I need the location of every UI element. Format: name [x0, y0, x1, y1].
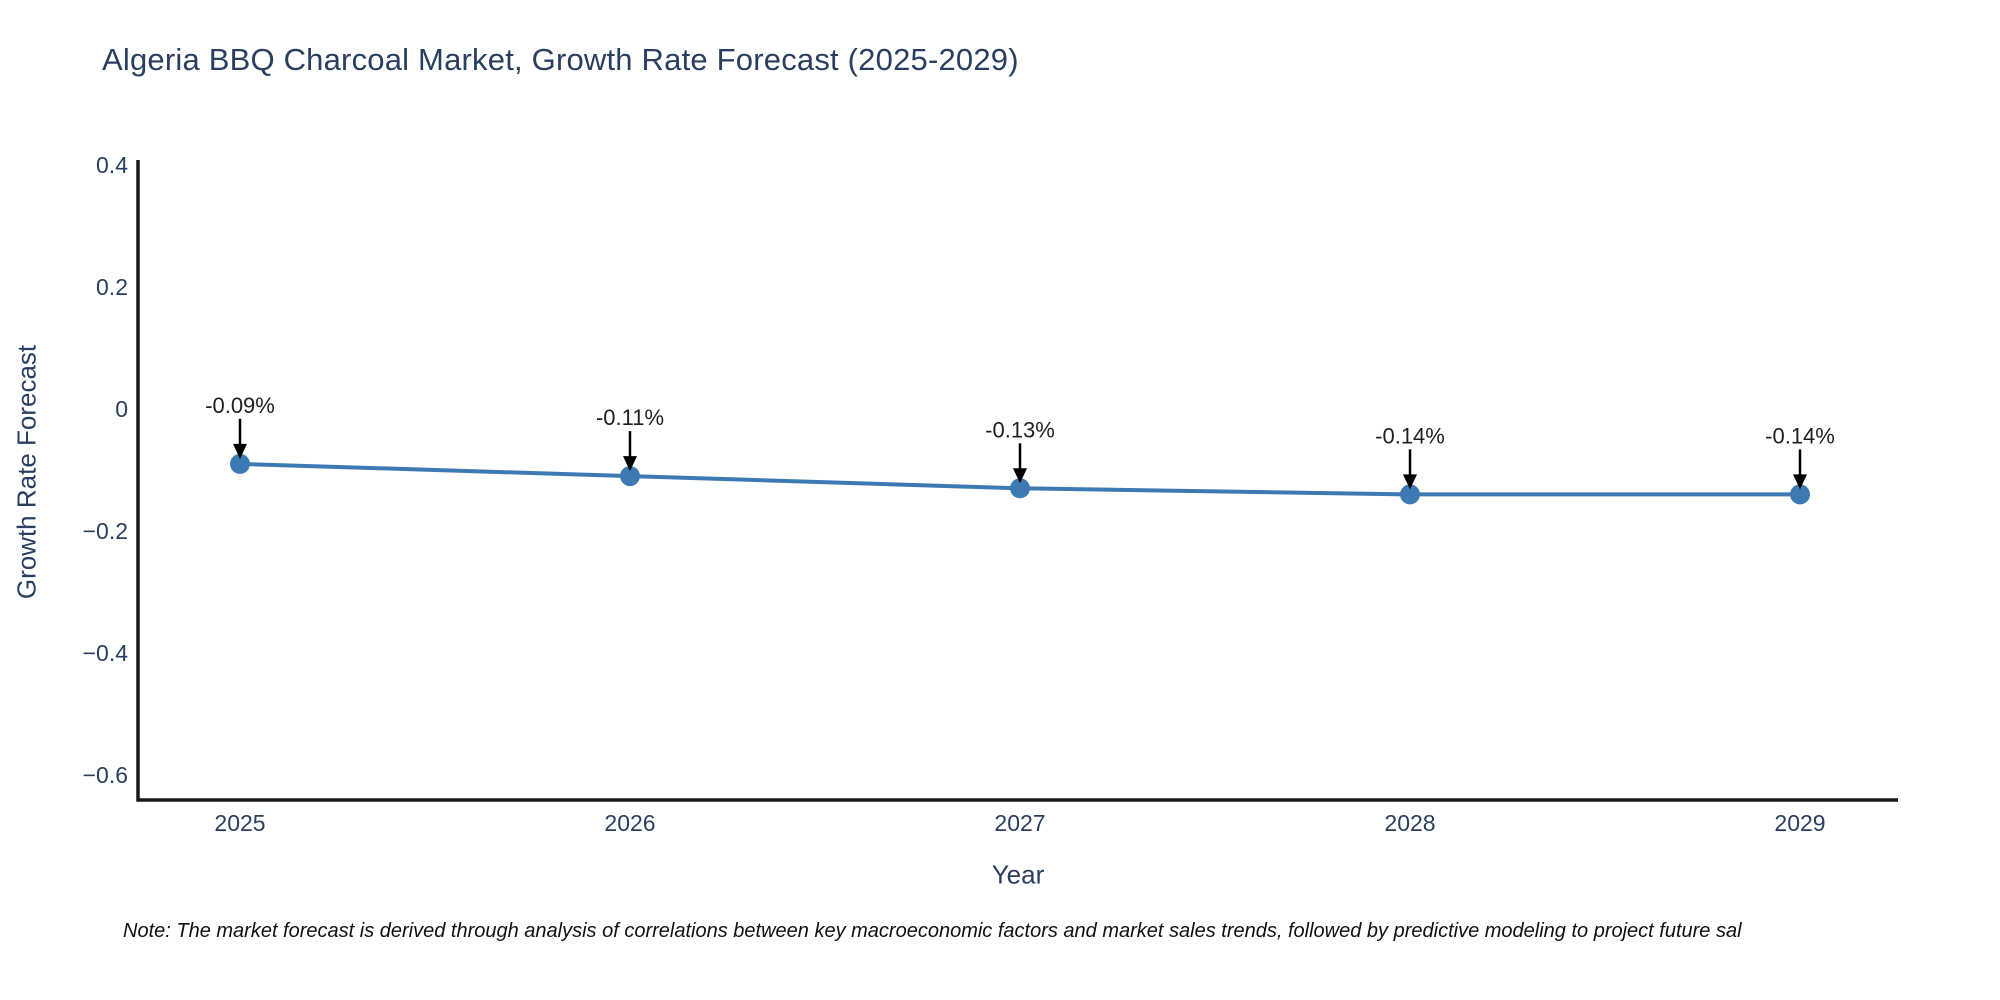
- annotation-arrowhead: [1013, 468, 1027, 484]
- x-axis-title: Year: [991, 859, 1045, 890]
- annotation-label: -0.14%: [1765, 423, 1835, 448]
- data-point-marker: [620, 466, 640, 487]
- annotation-label: -0.14%: [1375, 423, 1445, 448]
- y-tick-label: −0.4: [83, 640, 129, 666]
- footnote: Note: The market forecast is derived thr…: [123, 920, 1742, 942]
- x-tick-label: 2029: [1774, 810, 1825, 836]
- x-tick-label: 2027: [994, 810, 1045, 836]
- annotation-label: -0.13%: [985, 417, 1055, 442]
- annotation-label: -0.09%: [205, 393, 275, 418]
- y-tick-label: −0.2: [83, 518, 128, 544]
- annotation: -0.14%: [1765, 423, 1835, 490]
- annotation-arrowhead: [1793, 474, 1807, 490]
- x-tick-label: 2028: [1384, 810, 1435, 836]
- annotation-label: -0.11%: [596, 405, 664, 430]
- y-tick-label: −0.6: [83, 762, 128, 788]
- annotation-arrowhead: [623, 456, 637, 472]
- annotation-arrowhead: [233, 443, 247, 459]
- chart-title: Algeria BBQ Charcoal Market, Growth Rate…: [102, 42, 1019, 77]
- data-point-marker: [1400, 484, 1420, 505]
- x-tick-label: 2025: [214, 810, 265, 836]
- y-tick-label: 0: [115, 396, 128, 422]
- data-point-marker: [1010, 478, 1030, 499]
- annotation: -0.14%: [1375, 423, 1445, 490]
- y-tick-label: 0.4: [96, 152, 128, 178]
- annotation: -0.11%: [596, 405, 664, 472]
- axis-lines: [136, 160, 1898, 802]
- annotation-arrowhead: [1403, 474, 1417, 490]
- annotation: -0.13%: [985, 417, 1055, 484]
- y-tick-label: 0.2: [96, 274, 128, 300]
- data-point-marker: [1790, 484, 1810, 505]
- x-tick-label: 2026: [604, 810, 655, 836]
- data-point-marker: [230, 453, 250, 474]
- annotation: -0.09%: [205, 393, 275, 459]
